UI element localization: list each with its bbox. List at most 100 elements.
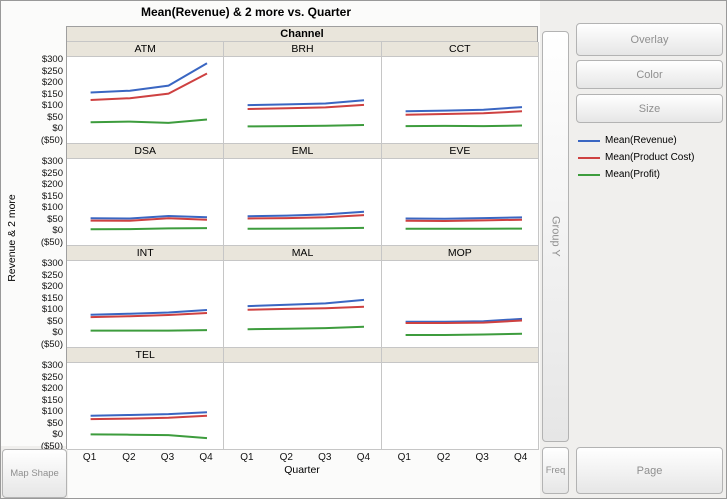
overlay-dropzone[interactable]: Overlay: [576, 23, 723, 56]
x-tick-label: Q1: [82, 452, 97, 463]
panel-header-atm: ATM: [67, 42, 225, 57]
trellis-panel-cct[interactable]: [381, 57, 539, 144]
legend-line-sample: [578, 156, 600, 159]
x-tick-label: Q1: [397, 452, 411, 463]
series-line: [90, 414, 208, 421]
series-line: [90, 62, 208, 94]
series-line: [247, 298, 365, 308]
chart-title: Mean(Revenue) & 2 more vs. Quarter: [140, 5, 352, 19]
y-tick-label: ($50): [40, 236, 63, 248]
trellis-panel-mop[interactable]: [381, 261, 539, 348]
legend-item[interactable]: Mean(Product Cost): [578, 149, 694, 166]
y-tick-label: $250: [41, 269, 63, 281]
series-line: [90, 312, 208, 319]
trellis-panel-int[interactable]: [67, 261, 225, 348]
x-tick-label: Q2: [122, 452, 136, 463]
y-axis-title-text: Revenue & 2 more: [6, 193, 18, 282]
y-tick-label: $0: [52, 123, 63, 135]
series-line: [405, 216, 522, 220]
legend-label: Mean(Product Cost): [605, 152, 695, 163]
y-tick-label: $0: [52, 225, 63, 237]
y-tick-label: ($50): [40, 440, 63, 452]
x-axis-title: Quarter: [284, 464, 320, 476]
x-tick-label: Q4: [199, 452, 213, 463]
group-y-dropzone[interactable]: Group Y: [542, 31, 569, 442]
series-line: [90, 72, 208, 101]
panel-header-empty: [381, 348, 539, 363]
y-tick-label: $0: [52, 429, 63, 441]
y-tick-label: $50: [47, 417, 63, 429]
size-dropzone[interactable]: Size: [576, 94, 723, 123]
series-line: [247, 124, 365, 128]
y-tick-label: $200: [41, 383, 63, 395]
x-tick-label: Q4: [514, 452, 528, 463]
series-line: [405, 110, 522, 116]
y-tick-label: $100: [41, 100, 63, 112]
x-tick-label: Q2: [279, 452, 293, 463]
page-dropzone[interactable]: Page: [576, 447, 723, 494]
y-tick-label: $100: [41, 304, 63, 316]
y-tick-label: $150: [41, 292, 63, 304]
trellis-panel-mal[interactable]: [224, 261, 382, 348]
x-tick-label: Q1: [240, 452, 254, 463]
panel-header-mal: MAL: [224, 246, 382, 261]
legend-label: Mean(Profit): [605, 169, 661, 180]
trellis-panel-dsa[interactable]: [67, 159, 225, 246]
y-tick-label: $50: [47, 111, 63, 123]
panel-header-mop: MOP: [381, 246, 539, 261]
legend: Mean(Revenue) Mean(Product Cost) Mean(Prof…: [578, 132, 694, 183]
y-tick-label: $200: [41, 77, 63, 89]
series-line: [247, 103, 365, 110]
freq-dropzone[interactable]: Freq: [542, 447, 569, 494]
y-tick-label: $300: [41, 156, 63, 168]
panel-header-cct: CCT: [381, 42, 539, 57]
map-shape-dropzone[interactable]: Map Shape: [2, 449, 67, 498]
series-line: [405, 106, 522, 113]
trellis-panel-eml[interactable]: [224, 159, 382, 246]
series-line: [247, 226, 365, 230]
y-tick-label: $300: [41, 54, 63, 66]
series-line: [247, 99, 365, 107]
color-dropzone[interactable]: Color: [576, 60, 723, 89]
panel-header-empty: [224, 348, 382, 363]
trellis-panel-brh[interactable]: [224, 57, 382, 144]
y-tick-label: $300: [41, 360, 63, 372]
series-line: [90, 217, 208, 222]
y-tick-label: ($50): [40, 134, 63, 146]
trellis-panel-empty[interactable]: [381, 363, 539, 450]
y-tick-label: $100: [41, 406, 63, 418]
series-line: [247, 325, 365, 331]
y-tick-label: $250: [41, 371, 63, 383]
trellis-panel-empty[interactable]: [224, 363, 382, 450]
y-tick-label: $100: [41, 202, 63, 214]
trellis-panel-eve[interactable]: [381, 159, 539, 246]
y-axis-title: Revenue & 2 more: [1, 26, 23, 449]
y-tick-label: $200: [41, 179, 63, 191]
y-tick-label: ($50): [40, 338, 63, 350]
y-tick-label: $300: [41, 258, 63, 270]
group-y-label: Group Y: [549, 216, 562, 257]
panel-header-eve: EVE: [381, 144, 539, 159]
legend-label: Mean(Revenue): [605, 135, 677, 146]
y-tick-label: $250: [41, 167, 63, 179]
trellis-panel-tel[interactable]: [67, 363, 225, 450]
series-line: [90, 411, 208, 417]
x-tick-label: Q3: [475, 452, 489, 463]
series-line: [405, 124, 522, 128]
series-line: [247, 305, 365, 311]
y-tick-label: $0: [52, 327, 63, 339]
x-tick-label: Q4: [356, 452, 371, 463]
panel-header-brh: BRH: [224, 42, 382, 57]
trellis-panel-atm[interactable]: [67, 57, 225, 144]
series-line: [90, 214, 208, 220]
legend-item[interactable]: Mean(Revenue): [578, 132, 694, 149]
y-tick-label: $150: [41, 190, 63, 202]
series-line: [405, 332, 522, 336]
y-tick-label: $50: [47, 315, 63, 327]
y-tick-label: $150: [41, 394, 63, 406]
x-tick-label: Q2: [436, 452, 451, 463]
legend-item[interactable]: Mean(Profit): [578, 166, 694, 183]
series-line: [405, 218, 522, 223]
trellis: Channel ATM BRH CCT DSA EML EVE INT MAL MOP TEL: [66, 26, 539, 450]
